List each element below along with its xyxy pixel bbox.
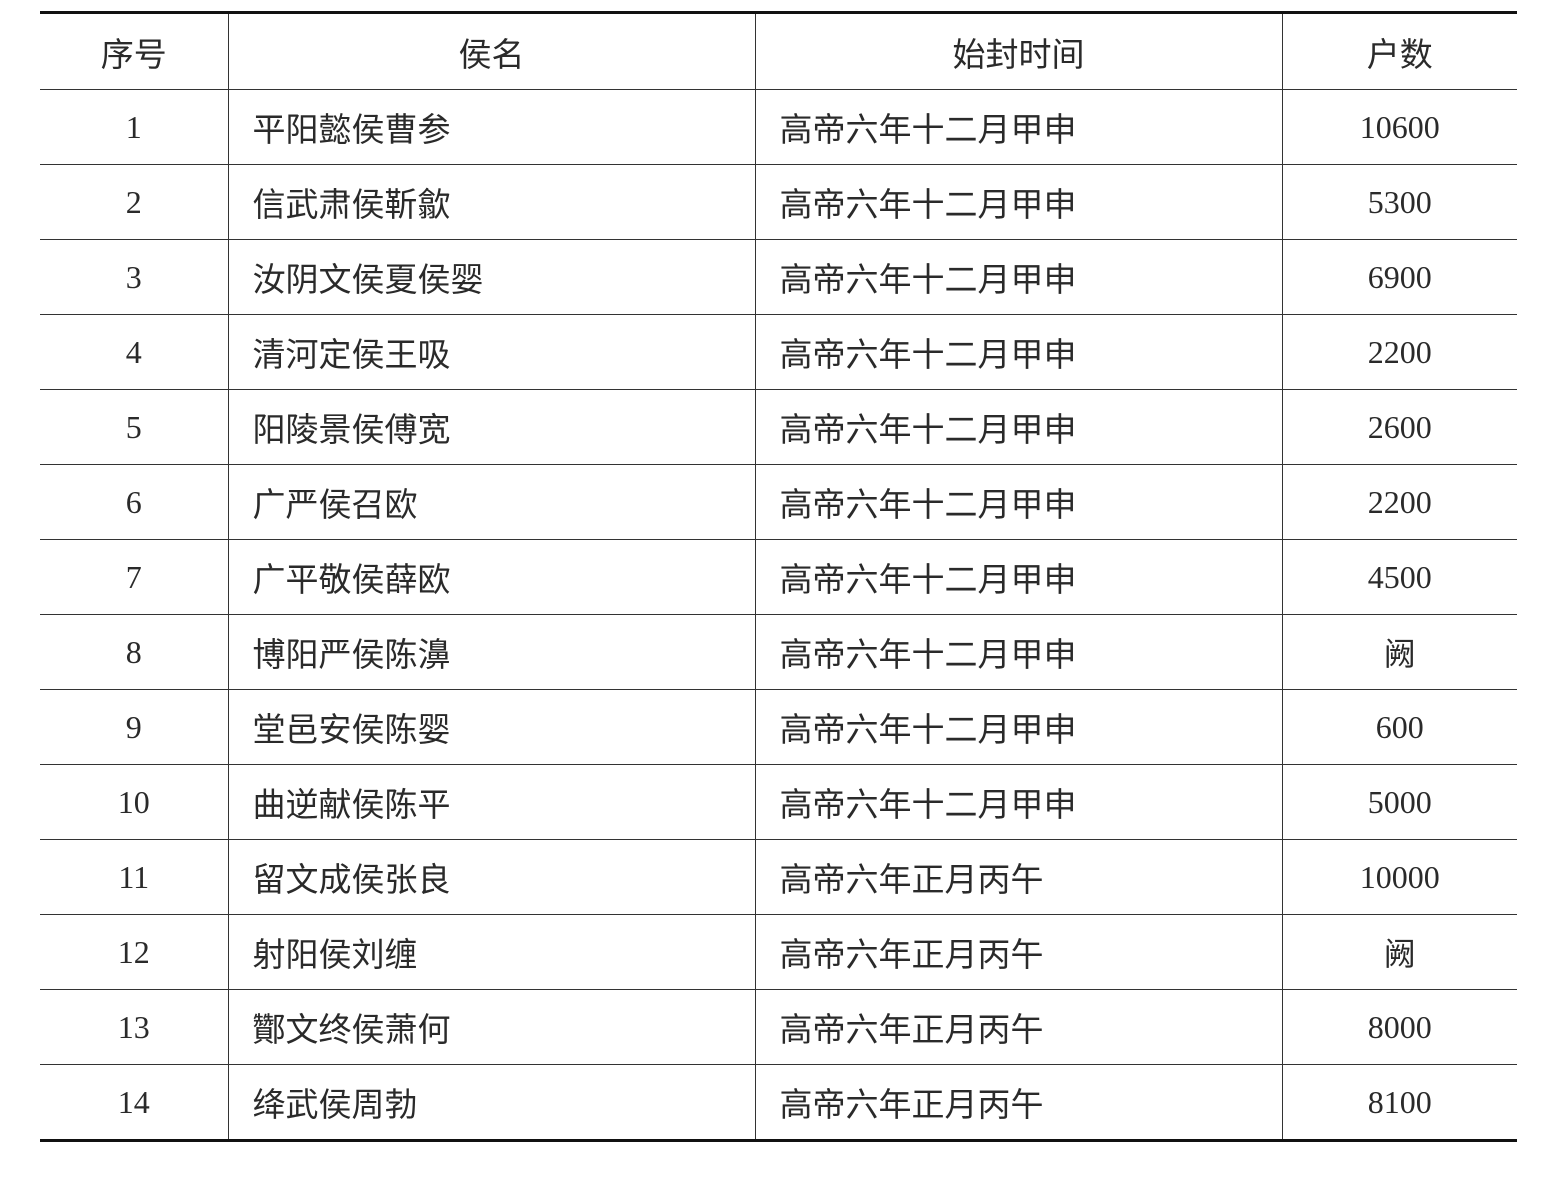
table-row: 11 留文成侯张良 高帝六年正月丙午 10000 [40, 839, 1517, 915]
table-row: 1 平阳懿侯曹参 高帝六年十二月甲申 10600 [40, 89, 1517, 165]
cell-index: 10 [40, 764, 228, 840]
cell-name: 射阳侯刘缠 [227, 914, 755, 990]
table-row: 3 汝阴文侯夏侯婴 高帝六年十二月甲申 6900 [40, 239, 1517, 315]
table-row: 4 清河定侯王吸 高帝六年十二月甲申 2200 [40, 314, 1517, 390]
cell-name: 留文成侯张良 [227, 839, 755, 915]
cell-households: 阙 [1281, 614, 1517, 690]
cell-name: 广严侯召欧 [227, 464, 755, 540]
table-row: 2 信武肃侯靳歙 高帝六年十二月甲申 5300 [40, 164, 1517, 240]
cell-name: 汝阴文侯夏侯婴 [227, 239, 755, 315]
cell-time: 高帝六年十二月甲申 [754, 464, 1282, 540]
cell-time: 高帝六年十二月甲申 [754, 164, 1282, 240]
cell-index: 12 [40, 914, 228, 990]
cell-households: 5300 [1281, 164, 1517, 240]
cell-index: 13 [40, 989, 228, 1065]
cell-name: 平阳懿侯曹参 [227, 89, 755, 165]
cell-index: 2 [40, 164, 228, 240]
cell-time: 高帝六年十二月甲申 [754, 614, 1282, 690]
cell-name: 绛武侯周勃 [227, 1064, 755, 1141]
cell-index: 3 [40, 239, 228, 315]
cell-index: 8 [40, 614, 228, 690]
table-row: 9 堂邑安侯陈婴 高帝六年十二月甲申 600 [40, 689, 1517, 765]
cell-time: 高帝六年十二月甲申 [754, 764, 1282, 840]
cell-households: 600 [1281, 689, 1517, 765]
cell-households: 10600 [1281, 89, 1517, 165]
cell-name: 曲逆献侯陈平 [227, 764, 755, 840]
cell-name: 清河定侯王吸 [227, 314, 755, 390]
table-row: 13 酇文终侯萧何 高帝六年正月丙午 8000 [40, 989, 1517, 1065]
cell-name: 酇文终侯萧何 [227, 989, 755, 1065]
cell-households: 2200 [1281, 464, 1517, 540]
table-row: 12 射阳侯刘缠 高帝六年正月丙午阙 [40, 914, 1517, 990]
header-time: 始封时间 [754, 12, 1282, 90]
cell-time: 高帝六年十二月甲申 [754, 89, 1282, 165]
cell-time: 高帝六年十二月甲申 [754, 539, 1282, 615]
cell-households: 4500 [1281, 539, 1517, 615]
table-row: 10 曲逆献侯陈平 高帝六年十二月甲申 5000 [40, 764, 1517, 840]
cell-time: 高帝六年十二月甲申 [754, 389, 1282, 465]
cell-index: 9 [40, 689, 228, 765]
cell-households: 阙 [1281, 914, 1517, 990]
cell-index: 5 [40, 389, 228, 465]
marquis-table: 序号 侯名 始封时间 户数 1 平阳懿侯曹参 高帝六年十二月甲申 10600 2 信武肃侯… [40, 11, 1517, 1142]
header-row: 序号 侯名 始封时间 户数 [40, 12, 1517, 90]
cell-households: 5000 [1281, 764, 1517, 840]
cell-households: 10000 [1281, 839, 1517, 915]
cell-index: 11 [40, 839, 228, 915]
cell-households: 6900 [1281, 239, 1517, 315]
cell-time: 高帝六年十二月甲申 [754, 239, 1282, 315]
cell-time: 高帝六年正月丙午 [754, 914, 1282, 990]
cell-time: 高帝六年十二月甲申 [754, 314, 1282, 390]
cell-time: 高帝六年正月丙午 [754, 1064, 1282, 1141]
cell-households: 2200 [1281, 314, 1517, 390]
cell-time: 高帝六年十二月甲申 [754, 689, 1282, 765]
cell-name: 广平敬侯薛欧 [227, 539, 755, 615]
cell-index: 6 [40, 464, 228, 540]
header-index: 序号 [40, 12, 228, 90]
cell-index: 7 [40, 539, 228, 615]
table-row: 6 广严侯召欧 高帝六年十二月甲申 2200 [40, 464, 1517, 540]
cell-time: 高帝六年正月丙午 [754, 989, 1282, 1065]
header-name: 侯名 [227, 12, 755, 90]
cell-time: 高帝六年正月丙午 [754, 839, 1282, 915]
cell-name: 信武肃侯靳歙 [227, 164, 755, 240]
cell-index: 14 [117, 1083, 150, 1120]
header-households: 户数 [1281, 12, 1517, 90]
cell-households: 8000 [1281, 989, 1517, 1065]
table-row: 7 广平敬侯薛欧 高帝六年十二月甲申 4500 [40, 539, 1517, 615]
cell-index: 4 [40, 314, 228, 390]
table-row: 14 绛武侯周勃 高帝六年正月丙午 8100 [40, 1064, 1517, 1141]
table-row: 8 博阳严侯陈濞 高帝六年十二月甲申阙 [40, 614, 1517, 690]
cell-name: 堂邑安侯陈婴 [227, 689, 755, 765]
cell-name: 阳陵景侯傅宽 [227, 389, 755, 465]
cell-name: 博阳严侯陈濞 [227, 614, 755, 690]
cell-index: 1 [40, 89, 228, 165]
table-row: 5 阳陵景侯傅宽 高帝六年十二月甲申 2600 [40, 389, 1517, 465]
cell-households: 8100 [1281, 1064, 1517, 1141]
cell-households: 2600 [1281, 389, 1517, 465]
